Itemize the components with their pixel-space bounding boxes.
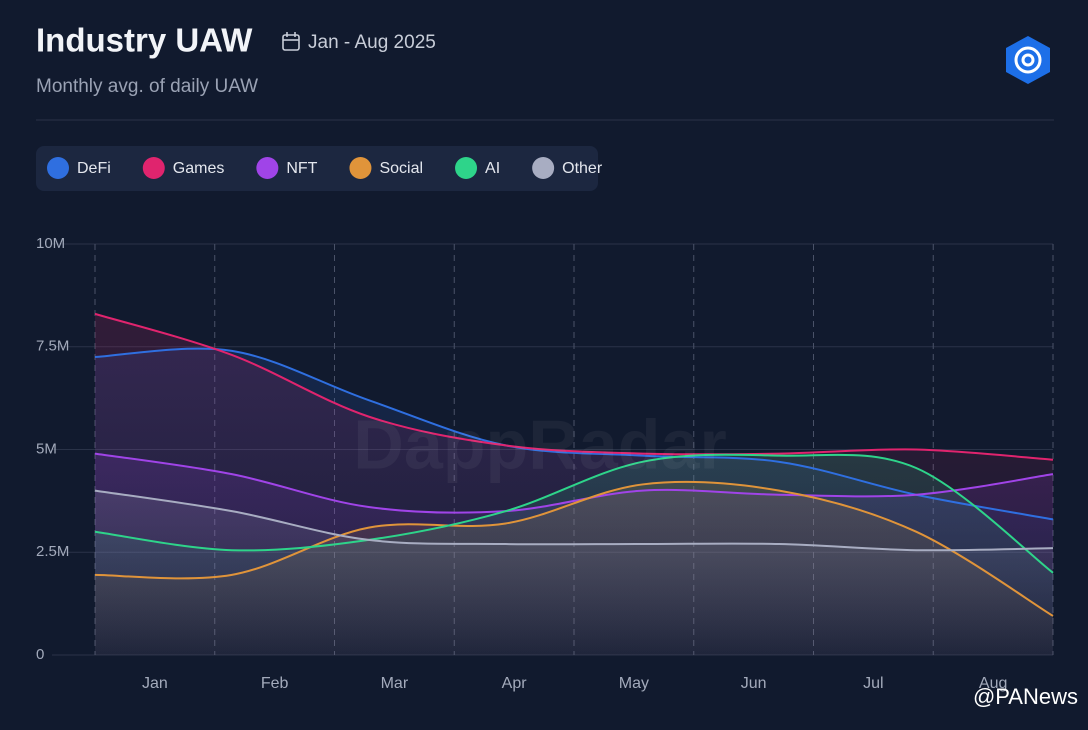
chart-title: Industry UAW	[36, 22, 253, 59]
legend-label: AI	[485, 160, 500, 177]
legend-swatch	[455, 157, 478, 179]
watermark: DappRadar	[353, 405, 726, 483]
calendar-icon	[282, 32, 300, 51]
x-tick-label: Mar	[381, 675, 409, 692]
subtitle: Monthly avg. of daily UAW	[36, 76, 258, 97]
y-tick-label: 2.5M	[36, 543, 69, 560]
legend-label: Social	[379, 160, 423, 177]
y-tick-label: 7.5M	[36, 338, 69, 355]
series-line	[94, 347, 1054, 521]
date-range: Jan - Aug 2025	[308, 32, 436, 53]
legend-label: Games	[173, 160, 225, 177]
x-tick-label: Jun	[741, 675, 767, 692]
legend-label: Other	[562, 160, 603, 177]
legend-swatch	[349, 157, 372, 179]
logo	[1006, 36, 1050, 84]
legend-box	[36, 146, 598, 191]
y-tick-label: 5M	[36, 440, 57, 457]
x-tick-label: May	[619, 675, 649, 692]
legend-swatch	[47, 157, 69, 179]
x-tick-label: Apr	[502, 675, 528, 692]
series-area	[95, 490, 1053, 655]
series-line	[94, 312, 1054, 461]
legend-label: NFT	[286, 160, 317, 177]
legend-swatch	[142, 157, 165, 179]
series-line	[94, 480, 1054, 617]
series-line	[94, 489, 1054, 552]
x-tick-label: Feb	[261, 675, 289, 692]
series-line	[94, 453, 1054, 574]
y-tick-label: 0	[36, 646, 44, 663]
x-tick-label: Jul	[863, 675, 883, 692]
series-line	[94, 452, 1054, 514]
legend-label: DeFi	[77, 160, 111, 177]
legend-swatch	[256, 157, 279, 179]
y-tick-label: 10M	[36, 235, 65, 252]
legend-swatch	[532, 157, 555, 179]
source-mark: @PANews	[973, 684, 1078, 709]
x-tick-label: Aug	[979, 675, 1007, 692]
x-tick-label: Jan	[142, 675, 168, 692]
